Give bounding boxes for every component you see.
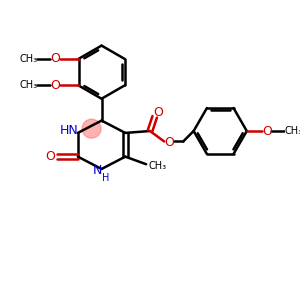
Text: HN: HN (60, 124, 79, 136)
Text: O: O (45, 150, 55, 163)
Text: O: O (154, 106, 164, 118)
Text: N: N (93, 164, 103, 177)
Text: O: O (164, 136, 174, 149)
Text: CH₃: CH₃ (19, 54, 37, 64)
Text: O: O (50, 79, 60, 92)
Text: H: H (102, 173, 109, 184)
Text: O: O (50, 52, 60, 65)
Circle shape (82, 119, 101, 138)
Text: CH₃: CH₃ (19, 80, 37, 91)
Text: CH₃: CH₃ (148, 161, 166, 171)
Text: O: O (262, 124, 272, 137)
Text: CH₃: CH₃ (284, 126, 300, 136)
